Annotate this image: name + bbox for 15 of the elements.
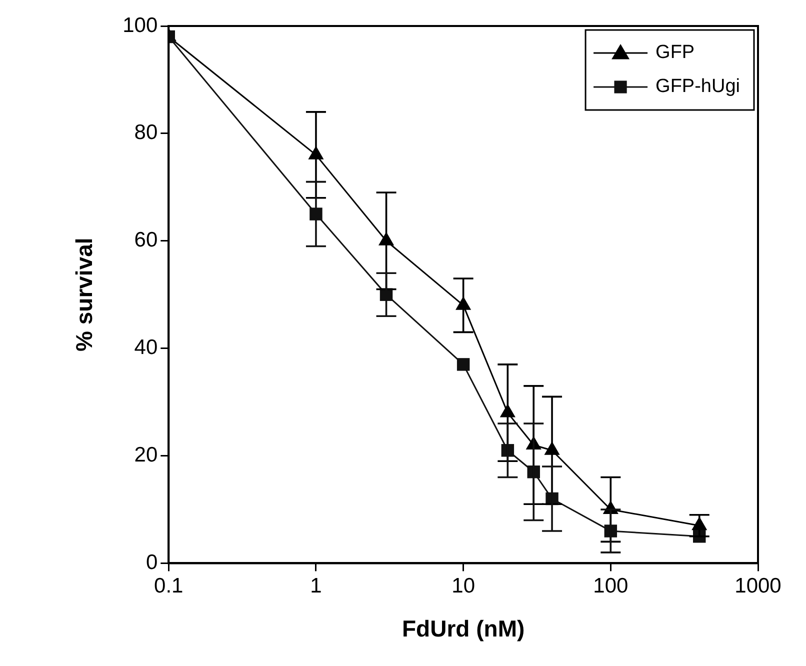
x-tick-label: 0.1	[154, 574, 184, 598]
x-tick-label: 10	[452, 574, 475, 598]
y-tick-label: 40	[134, 336, 158, 360]
y-tick-label: 100	[122, 14, 158, 37]
x-axis-title: FdUrd (nM)	[402, 616, 525, 642]
y-axis-title: % survival	[71, 238, 98, 352]
legend-label: GFP-hUgi	[656, 76, 740, 98]
y-tick-label: 60	[134, 228, 158, 252]
x-tick-label: 1000	[734, 574, 782, 598]
x-tick-label: 100	[593, 574, 628, 598]
y-tick-label: 20	[134, 444, 158, 467]
legend-label: GFP	[656, 42, 695, 64]
y-tick-label: 80	[134, 121, 158, 144]
x-tick-label: 1	[310, 574, 322, 598]
y-tick-label: 0	[146, 550, 158, 574]
